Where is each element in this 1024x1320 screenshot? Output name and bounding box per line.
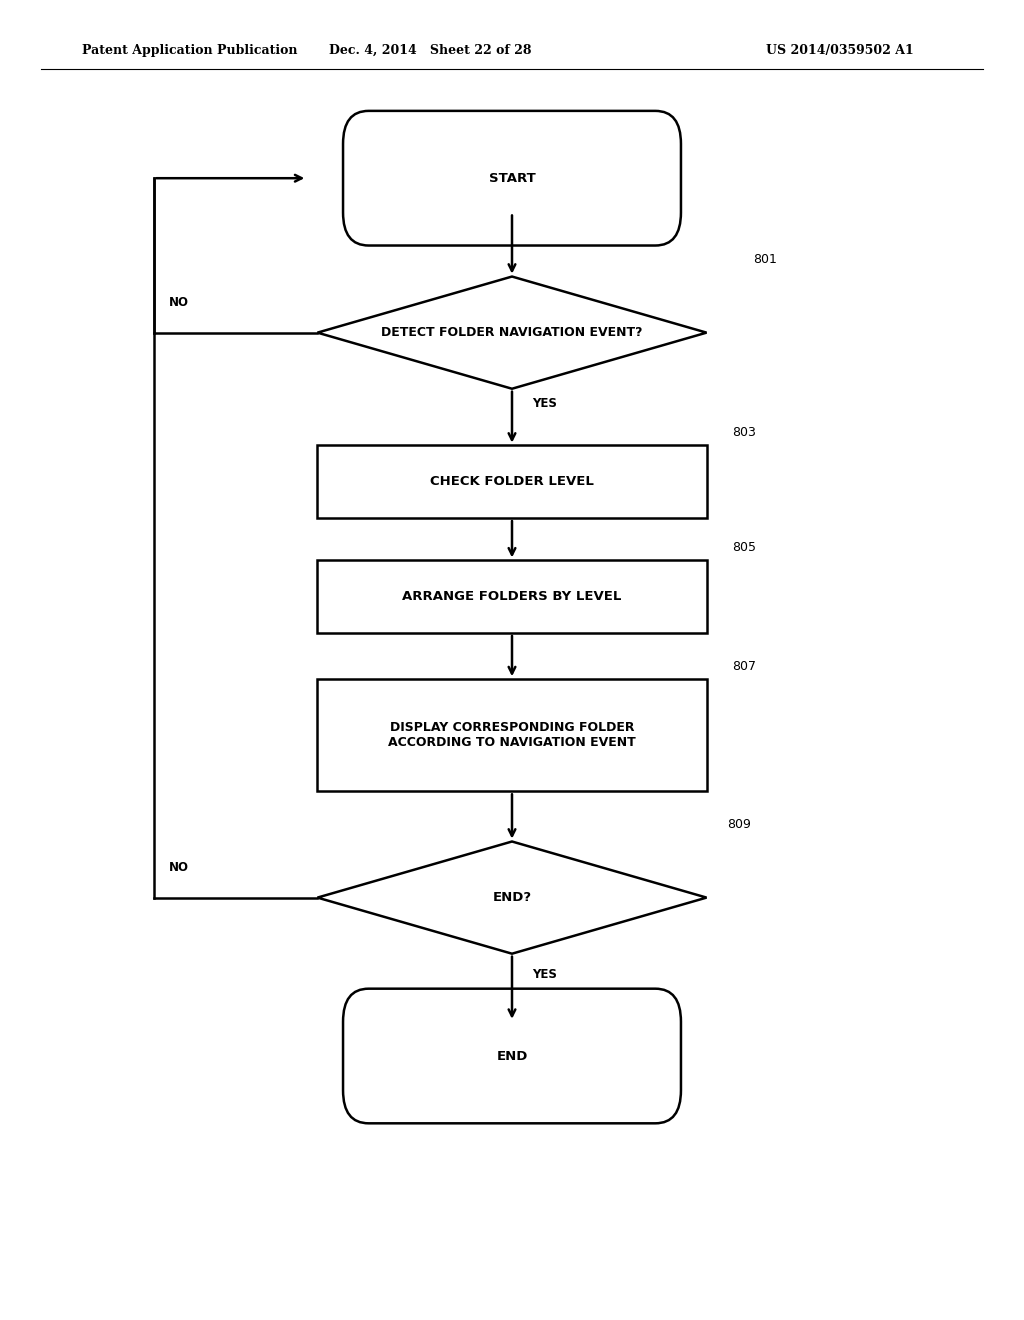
Polygon shape bbox=[317, 277, 707, 388]
Text: END?: END? bbox=[493, 891, 531, 904]
Text: Patent Application Publication: Patent Application Publication bbox=[82, 44, 297, 57]
Text: CHECK FOLDER LEVEL: CHECK FOLDER LEVEL bbox=[430, 475, 594, 488]
Bar bbox=[317, 678, 707, 791]
Text: YES: YES bbox=[532, 968, 557, 981]
Bar bbox=[317, 560, 707, 632]
Bar bbox=[317, 445, 707, 517]
FancyBboxPatch shape bbox=[343, 111, 681, 246]
Text: DETECT FOLDER NAVIGATION EVENT?: DETECT FOLDER NAVIGATION EVENT? bbox=[381, 326, 643, 339]
Text: 809: 809 bbox=[727, 818, 751, 832]
Text: NO: NO bbox=[169, 861, 189, 874]
Text: Dec. 4, 2014   Sheet 22 of 28: Dec. 4, 2014 Sheet 22 of 28 bbox=[329, 44, 531, 57]
Text: 807: 807 bbox=[732, 660, 756, 672]
Text: 803: 803 bbox=[732, 426, 756, 438]
Text: 801: 801 bbox=[753, 253, 776, 267]
Text: FIG. 8: FIG. 8 bbox=[477, 128, 547, 149]
Text: 805: 805 bbox=[732, 541, 756, 554]
FancyBboxPatch shape bbox=[343, 989, 681, 1123]
Text: DISPLAY CORRESPONDING FOLDER
ACCORDING TO NAVIGATION EVENT: DISPLAY CORRESPONDING FOLDER ACCORDING T… bbox=[388, 721, 636, 750]
Text: YES: YES bbox=[532, 397, 557, 411]
Text: US 2014/0359502 A1: US 2014/0359502 A1 bbox=[766, 44, 913, 57]
Text: END: END bbox=[497, 1049, 527, 1063]
Polygon shape bbox=[317, 842, 707, 953]
Text: START: START bbox=[488, 172, 536, 185]
Text: NO: NO bbox=[169, 296, 189, 309]
Text: ARRANGE FOLDERS BY LEVEL: ARRANGE FOLDERS BY LEVEL bbox=[402, 590, 622, 603]
